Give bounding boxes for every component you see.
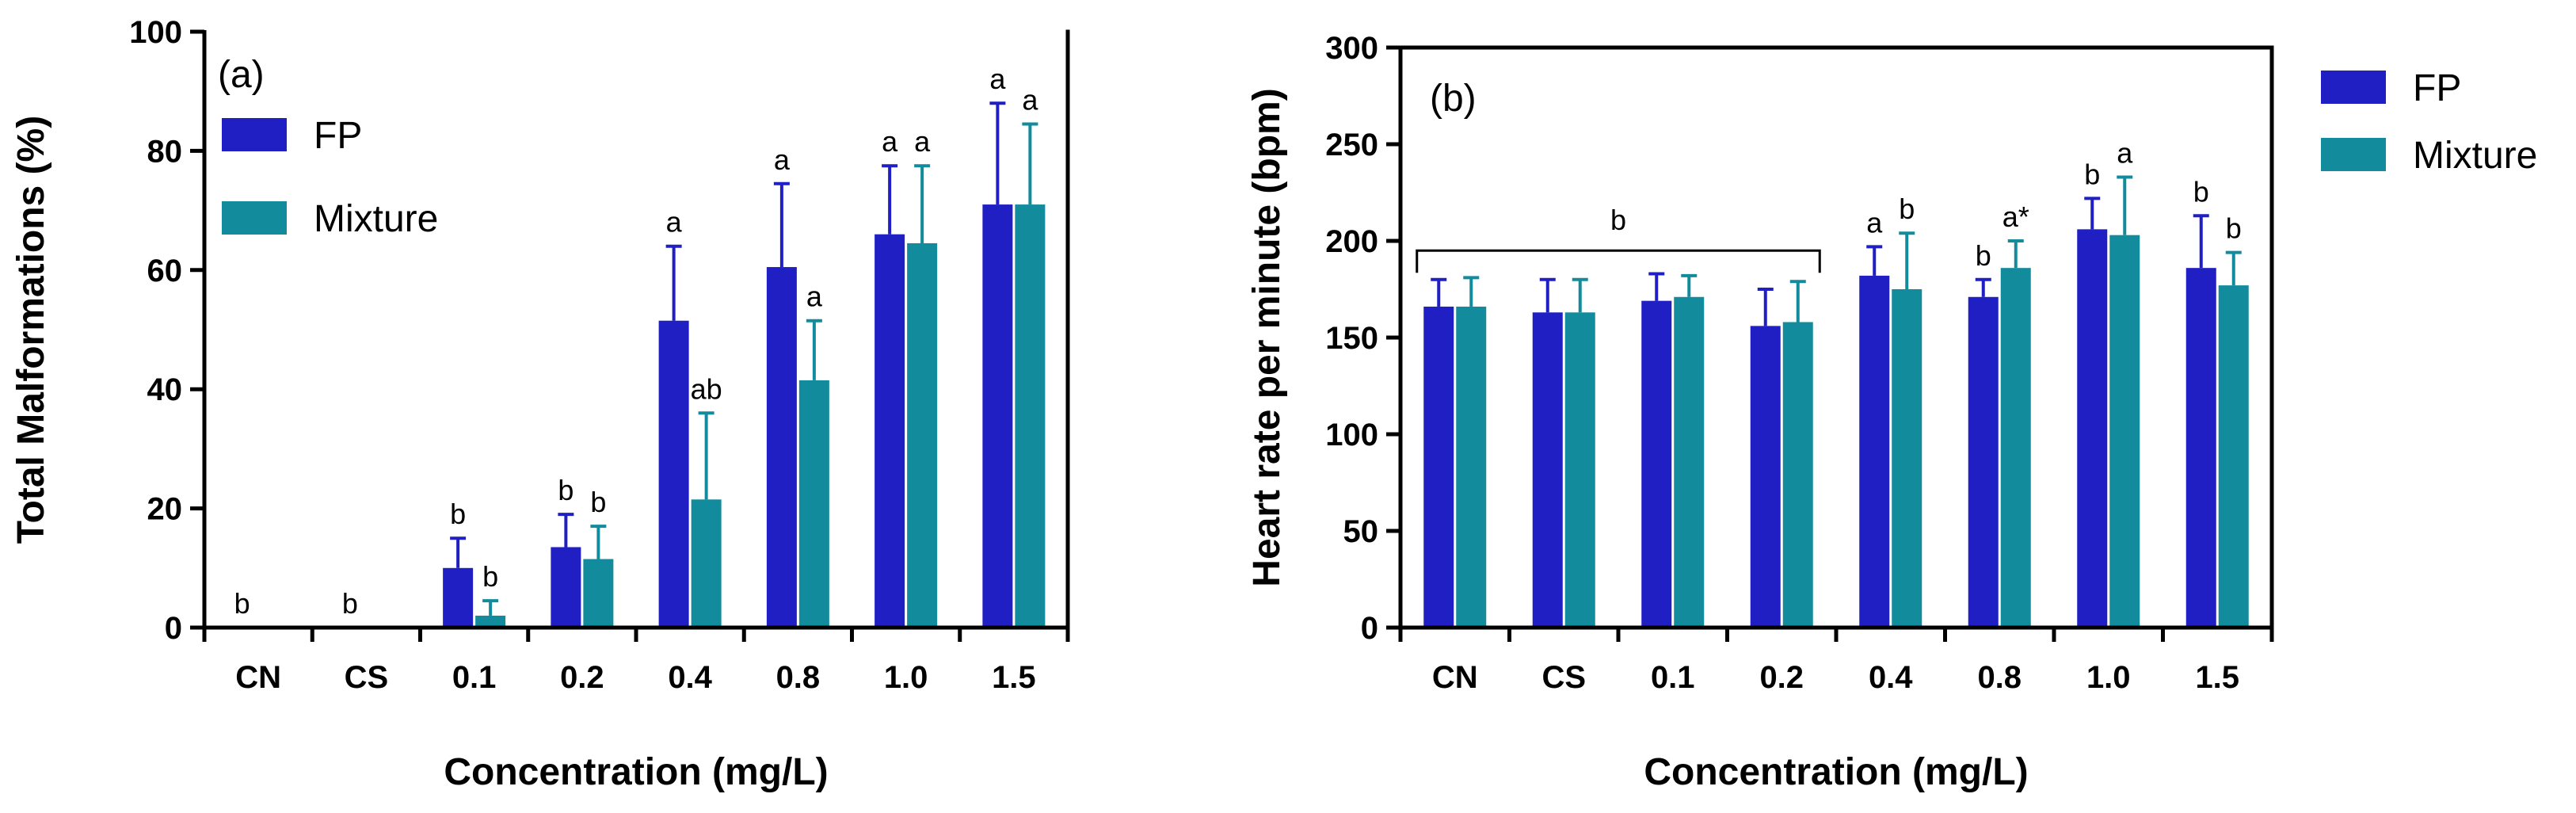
x-tick-label-0.1: 0.1: [1651, 660, 1695, 695]
panel-label: (b): [1430, 78, 1477, 120]
bar-fp-0.8: [1968, 296, 1999, 628]
y-axis-title: Heart rate per minute (bpm): [1246, 88, 1288, 586]
x-tick-label-1.0: 1.0: [2086, 660, 2131, 695]
x-tick-label-1.5: 1.5: [992, 660, 1036, 695]
bar-mixture-0.8: [2000, 268, 2031, 628]
bar-mixture-0.1: [475, 615, 506, 628]
significance-label: b: [450, 498, 466, 530]
legend-swatch-mixture: [222, 201, 287, 235]
bar-mixture-1.5: [1015, 204, 1046, 628]
legend-label-fp: FP: [314, 115, 362, 157]
significance-label: a: [882, 125, 898, 158]
bar-mixture-0.2: [1782, 322, 1813, 628]
y-tick-label: 150: [1325, 321, 1378, 356]
x-tick-label-0.4: 0.4: [668, 660, 712, 695]
bar-fp-0.4: [1859, 275, 1890, 628]
significance-label: b: [342, 587, 358, 620]
significance-label: b: [234, 587, 250, 620]
bar-mixture-0.1: [1674, 296, 1705, 628]
legend-label-fp: FP: [2413, 67, 2461, 109]
x-tick-label-0.4: 0.4: [1869, 660, 1913, 695]
bar-mixture-1.0: [2109, 235, 2140, 628]
x-tick-label-0.2: 0.2: [1759, 660, 1804, 695]
y-tick-label: 0: [1361, 611, 1378, 646]
x-axis-title: Concentration (mg/L): [1644, 751, 2028, 793]
bar-mixture-1.5: [2218, 285, 2249, 628]
significance-label: a: [1866, 206, 1883, 239]
y-tick-label: 50: [1343, 514, 1379, 549]
y-tick-label: 250: [1325, 128, 1378, 162]
legend-swatch-fp: [222, 118, 287, 151]
bar-mixture-0.4: [1892, 289, 1922, 628]
bar-fp-CN: [1423, 306, 1454, 628]
significance-bracket: [1416, 249, 1821, 273]
y-tick-label: 40: [147, 372, 183, 407]
legend-swatch-fp: [2321, 71, 2386, 104]
y-tick-label: 100: [1325, 418, 1378, 452]
bar-fp-CS: [1532, 312, 1563, 628]
bar-mixture-0.4: [691, 499, 722, 628]
bar-fp-0.1: [1641, 300, 1672, 628]
significance-label: b: [2226, 212, 2242, 245]
legend-label-mixture: Mixture: [2413, 135, 2537, 177]
significance-label: b: [558, 474, 574, 506]
bar-fp-0.2: [1750, 326, 1781, 628]
significance-label: b: [1899, 193, 1915, 225]
bar-fp-0.8: [766, 267, 797, 628]
significance-label: a: [666, 206, 683, 239]
y-tick-label: 200: [1325, 224, 1378, 259]
x-tick-label-CN: CN: [235, 660, 281, 695]
x-tick-label-1.0: 1.0: [884, 660, 928, 695]
bar-mixture-0.8: [798, 380, 829, 628]
x-tick-label-CN: CN: [1432, 660, 1478, 695]
bar-fp-1.5: [2185, 268, 2216, 628]
significance-label: a: [774, 143, 791, 176]
bar-fp-1.0: [875, 234, 905, 628]
y-axis-title: Total Malformations (%): [10, 116, 52, 544]
x-tick-label-0.2: 0.2: [560, 660, 604, 695]
bar-fp-0.1: [443, 567, 474, 628]
x-tick-label-0.8: 0.8: [1977, 660, 2022, 695]
significance-label: a: [806, 281, 823, 313]
bar-fp-1.5: [982, 204, 1013, 628]
significance-label: b: [590, 486, 606, 518]
significance-label: a*: [2002, 200, 2029, 233]
bar-fp-1.0: [2077, 229, 2108, 628]
bar-mixture-CS: [1564, 312, 1595, 628]
y-tick-label: 100: [129, 15, 182, 50]
bar-mixture-1.0: [907, 242, 938, 628]
x-tick-label-1.5: 1.5: [2195, 660, 2239, 695]
bracket-label: b: [1610, 204, 1626, 236]
x-tick-label-CS: CS: [345, 660, 389, 695]
y-tick-label: 300: [1325, 31, 1378, 66]
significance-label: a: [2117, 136, 2133, 169]
x-tick-label-CS: CS: [1541, 660, 1586, 695]
bar-mixture-0.2: [583, 559, 614, 628]
y-tick-label: 0: [165, 611, 182, 646]
significance-label: a: [914, 125, 931, 158]
significance-label: b: [482, 560, 498, 593]
significance-label: b: [2084, 158, 2100, 190]
bar-fp-0.4: [658, 320, 689, 628]
x-tick-label-0.1: 0.1: [452, 660, 497, 695]
significance-label: ab: [691, 372, 722, 405]
y-tick-label: 60: [147, 254, 183, 288]
significance-label: b: [2193, 175, 2209, 208]
significance-label: b: [1976, 239, 1991, 272]
x-axis-title: Concentration (mg/L): [444, 751, 828, 793]
significance-label: a: [989, 63, 1006, 95]
y-tick-label: 80: [147, 134, 183, 169]
legend-swatch-mixture: [2321, 138, 2386, 171]
panel-label: (a): [218, 54, 265, 96]
y-tick-label: 20: [147, 492, 183, 527]
significance-label: a: [1022, 84, 1038, 116]
x-tick-label-0.8: 0.8: [776, 660, 821, 695]
bar-fp-0.2: [551, 547, 581, 628]
legend-label-mixture: Mixture: [314, 198, 438, 240]
bar-mixture-CN: [1456, 306, 1487, 628]
